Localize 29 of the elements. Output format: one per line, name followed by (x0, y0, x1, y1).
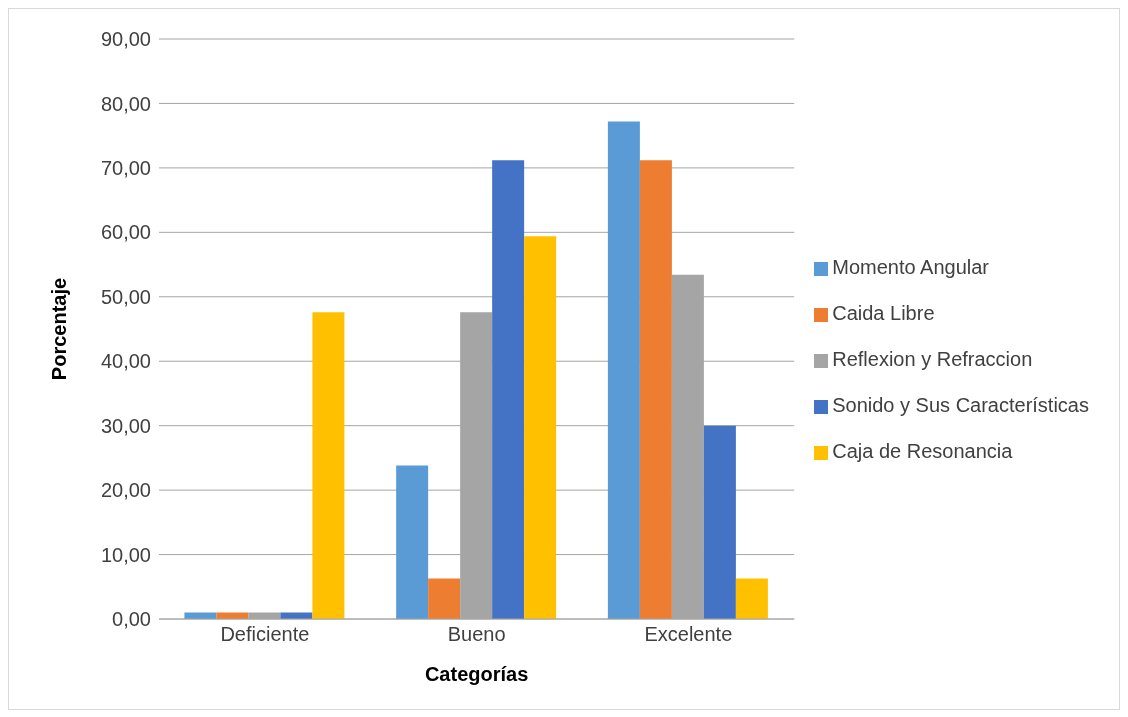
bar (492, 160, 525, 619)
y-tick-label: 80,00 (100, 92, 151, 115)
bar (735, 578, 768, 619)
y-tick-label: 30,00 (100, 414, 151, 437)
y-tick-label: 0,00 (112, 608, 151, 631)
legend-label: Caida Libre (832, 302, 935, 324)
legend-label: Caja de Resonancia (832, 440, 1013, 462)
legend-label: Sonido y Sus Características (832, 394, 1089, 416)
bar (396, 465, 429, 619)
bar (524, 236, 557, 619)
y-tick-label: 60,00 (100, 221, 151, 244)
legend-label: Reflexion y Refraccion (832, 348, 1033, 370)
bar (312, 312, 345, 619)
y-tick-label: 20,00 (100, 479, 151, 502)
x-axis-title: Categorías (424, 663, 529, 685)
y-axis-title: Porcentaje (48, 277, 71, 381)
y-tick-label: 90,00 (100, 28, 151, 51)
x-tick-label: Excelente (644, 623, 733, 646)
y-tick-label: 40,00 (100, 350, 151, 373)
legend-label: Momento Angular (832, 256, 989, 278)
bar (703, 425, 736, 619)
bar (639, 160, 672, 619)
y-tick-label: 10,00 (100, 543, 151, 566)
y-tick-label: 50,00 (100, 285, 151, 308)
bar (428, 578, 461, 619)
x-tick-label: Deficiente (220, 623, 310, 646)
y-tick-label: 70,00 (100, 156, 151, 179)
x-tick-label: Bueno (447, 623, 506, 646)
bar (607, 121, 640, 619)
